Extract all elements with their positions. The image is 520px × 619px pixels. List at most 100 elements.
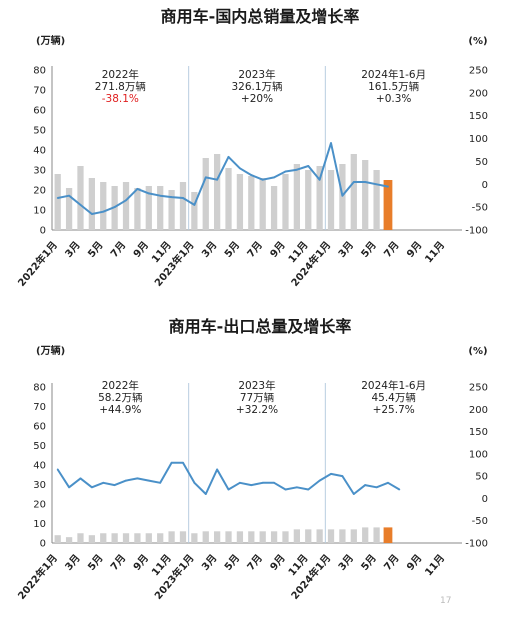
- left-tick-label: 0: [40, 226, 46, 237]
- x-tick-label: 9月: [404, 552, 424, 573]
- x-tick-label: 5月: [85, 552, 105, 573]
- volume-bar: [179, 531, 187, 543]
- annotation-volume: 271.8万辆: [95, 80, 146, 93]
- volume-bar: [316, 166, 323, 230]
- x-tick-label: 5月: [85, 239, 105, 260]
- right-tick-label: 250: [469, 66, 488, 77]
- growth-rate-point: [341, 475, 344, 478]
- x-tick-label: 3月: [336, 239, 356, 260]
- volume-bar: [373, 527, 380, 543]
- growth-rate-point: [364, 484, 367, 486]
- right-tick-label: 200: [469, 405, 488, 416]
- annotation-growth: +32.2%: [236, 404, 278, 416]
- growth-rate-point: [113, 206, 116, 209]
- growth-rate-point: [239, 481, 241, 484]
- volume-bar: [191, 533, 198, 543]
- left-tick-label: 70: [33, 402, 46, 413]
- x-tick-label: 9月: [404, 239, 424, 260]
- growth-rate-point: [56, 468, 59, 471]
- volume-bar: [65, 537, 73, 543]
- x-tick-label: 9月: [268, 239, 288, 260]
- growth-rate-point: [295, 486, 298, 489]
- x-tick-label: 3月: [63, 239, 83, 260]
- volume-bar: [282, 174, 289, 230]
- right-tick-label: 0: [482, 180, 488, 191]
- right-tick-label: -100: [465, 226, 488, 237]
- growth-rate-point: [204, 493, 207, 495]
- left-tick-label: 20: [33, 500, 46, 511]
- right-tick-label: 200: [469, 88, 488, 99]
- growth-rate-point: [250, 484, 253, 486]
- annotation-year: 2022年: [102, 379, 139, 392]
- volume-bar: [111, 533, 118, 543]
- volume-bar: [179, 182, 187, 230]
- volume-bar: [362, 527, 369, 543]
- volume-bar: [305, 170, 312, 230]
- volume-bar: [362, 160, 369, 230]
- x-tick-label: 7月: [382, 552, 402, 573]
- growth-rate-point: [125, 479, 127, 482]
- right-tick-label: 50: [475, 157, 488, 168]
- volume-bar: [134, 533, 141, 543]
- growth-rate-point: [102, 210, 105, 213]
- x-tick-label: 3月: [336, 552, 356, 573]
- export-volume-chart: 商用车-出口总量及增长率 (万辆) (%) 0 10 20 30 40 50 60 70 80 -100…: [15, 317, 488, 602]
- volume-bar: [373, 170, 380, 230]
- growth-rate-point: [216, 468, 219, 471]
- annotation-growth: +20%: [241, 93, 273, 105]
- growth-rate-point: [398, 488, 401, 491]
- growth-rate-point: [375, 183, 378, 186]
- x-tick-label: 7月: [245, 239, 265, 260]
- left-tick-label: 0: [40, 539, 46, 550]
- left-tick-label: 40: [33, 146, 46, 157]
- annotation-growth: +44.9%: [99, 404, 141, 416]
- domestic-sales-chart-panel: 商用车-国内总销量及增长率 (万辆) (%) 0 10 20 30 40 50 60 70 80 -10…: [0, 0, 520, 300]
- growth-rate-point: [295, 168, 298, 171]
- left-tick-label: 70: [33, 86, 46, 97]
- growth-rate-point: [307, 165, 310, 167]
- left-tick-label: 60: [33, 106, 46, 117]
- left-tick-label: 50: [33, 441, 46, 452]
- growth-rate-point: [227, 155, 230, 158]
- annotation-year: 2022年: [102, 68, 139, 81]
- right-tick-label: -50: [472, 203, 488, 214]
- x-tick-label: 2022年1月: [15, 239, 60, 289]
- volume-bar: [225, 168, 232, 230]
- volume-bar: [145, 186, 152, 230]
- x-tick-label: 7月: [382, 239, 402, 260]
- volume-bar: [350, 529, 357, 543]
- growth-rate-point: [227, 488, 230, 491]
- volume-bar: [214, 531, 221, 543]
- annotation-year: 2024年1-6月: [361, 68, 426, 81]
- volume-bar: [293, 164, 300, 230]
- right-tick-label: 100: [469, 134, 488, 145]
- growth-rate-point: [90, 486, 93, 489]
- growth-rate-point: [261, 178, 264, 181]
- growth-rate-point: [318, 479, 321, 482]
- growth-rate-point: [147, 479, 150, 482]
- chart-title: 商用车-国内总销量及增长率: [161, 7, 360, 26]
- volume-bar: [145, 533, 152, 543]
- volume-bar: [259, 531, 266, 543]
- export-volume-chart-panel: 商用车-出口总量及增长率 (万辆) (%) 0 10 20 30 40 50 60 70 80 -100…: [0, 305, 520, 619]
- annotation-growth: +0.3%: [376, 93, 411, 105]
- left-tick-label: 30: [33, 480, 46, 491]
- growth-rate-point: [364, 181, 367, 183]
- x-tick-label: 7月: [108, 552, 128, 573]
- x-tick-label: 5月: [222, 239, 242, 260]
- volume-bar: [88, 535, 95, 543]
- left-tick-label: 80: [33, 66, 46, 77]
- growth-rate-point: [193, 203, 196, 206]
- right-tick-label: 0: [482, 494, 488, 505]
- annotation-growth: +25.7%: [373, 404, 415, 416]
- growth-rate-point: [318, 178, 321, 181]
- x-tick-label: 9月: [131, 239, 151, 260]
- growth-rate-point: [330, 142, 332, 145]
- annotation-volume: 161.5万辆: [368, 80, 419, 93]
- annotation-volume: 58.2万辆: [98, 391, 142, 404]
- volume-bar: [270, 531, 278, 543]
- page-number: 17: [440, 596, 452, 606]
- volume-bar: [168, 531, 175, 543]
- annotation-year: 2024年1-6月: [361, 379, 426, 392]
- growth-rate-point: [341, 194, 344, 197]
